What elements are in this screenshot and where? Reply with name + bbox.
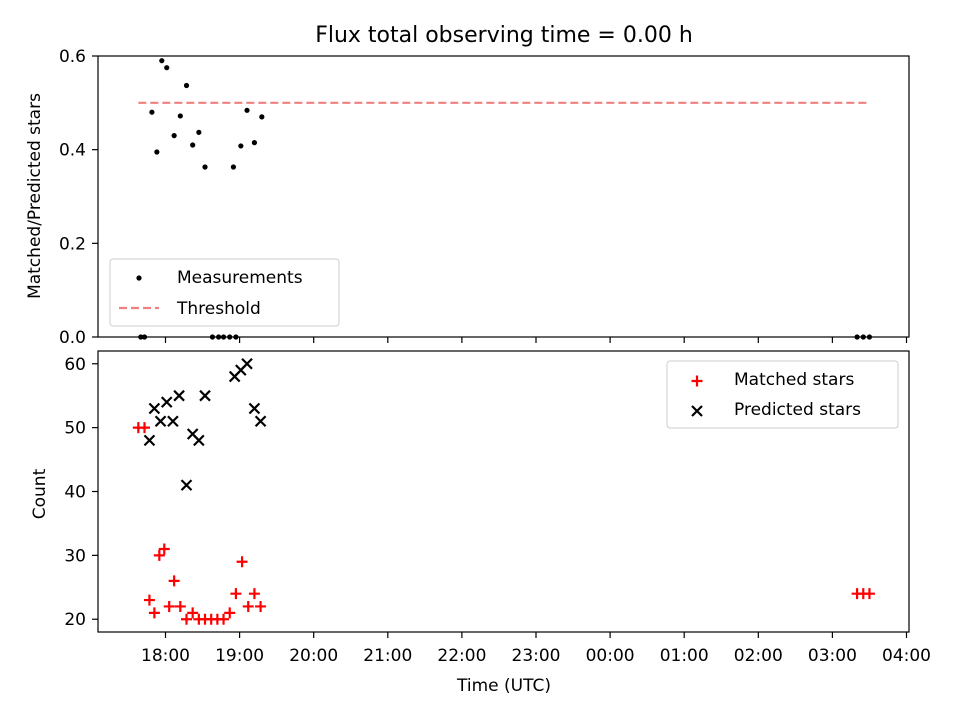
matched-star-point [242,600,254,612]
matched-star-point [143,594,155,606]
legend-label-matched: Matched stars [734,370,854,390]
matched-star-point [236,556,248,568]
y-tick-label: 0.0 [59,328,86,348]
x-tick-label: 04:00 [882,646,931,666]
measurement-point [259,114,265,120]
matched-star-point [224,607,236,619]
y-tick-label: 50 [64,419,86,439]
matched-star-point [153,549,165,561]
measurement-point [244,107,250,113]
matched-star-point [148,607,160,619]
y-tick-label: 40 [64,483,86,503]
x-tick-label: 22:00 [437,646,486,666]
measurement-point [154,149,160,155]
matched-star-point [168,575,180,587]
measurement-point [164,65,170,71]
predicted-star-point [143,434,156,447]
predicted-star-point [193,434,205,447]
matched-star-point [863,588,875,600]
legend-box [666,360,899,429]
measurement-point [149,109,155,115]
matched-star-point [174,600,186,612]
legend-marker-predicted [691,405,703,417]
measurement-point [230,164,237,170]
measurement-point [171,133,177,139]
top-panel-axes: 0.0 0.2 0.4 0.6 [59,47,908,348]
legend-label-threshold: Threshold [176,299,261,319]
y-tick-label: 0.2 [59,234,86,254]
predicted-star-point [160,396,173,408]
top-y-axis-label: Matched/Predicted stars [25,93,45,299]
x-tick-label: 00:00 [586,646,635,666]
top-plot-frame [97,55,910,338]
x-tick-label: 20:00 [289,646,338,666]
y-tick-label: 0.4 [59,141,86,161]
predicted-star-point [154,415,167,428]
matched-star-point [139,422,151,434]
y-tick-label: 20 [64,610,86,630]
measurement-point [196,129,202,135]
x-axis-label: Time (UTC) [456,676,551,696]
x-tick-label: 23:00 [512,646,561,666]
measurement-point [251,140,258,146]
bottom-legend: Matched stars Predicted stars [666,360,899,429]
matched-star-point [255,600,267,612]
predicted-star-point [148,402,161,415]
legend-label-predicted: Predicted stars [734,400,861,420]
matched-star-point [218,613,230,625]
x-tick-label: 03:00 [808,646,857,666]
x-tick-label: 21:00 [363,646,412,666]
bottom-panel-data [132,357,875,625]
bottom-panel: 18:00 19:00 20:00 21:00 22:00 23:00 00:00 01:00… [30,350,931,696]
x-tick-label: 18:00 [141,646,190,666]
legend-label-measurements: Measurements [177,268,303,288]
y-tick-label: 60 [64,355,86,375]
matched-star-point [187,607,199,619]
x-tick-label: 19:00 [215,646,264,666]
predicted-star-point [180,479,193,491]
matched-star-point [180,613,192,625]
predicted-star-point [167,415,179,428]
measurement-point [177,113,183,119]
y-tick-label: 30 [64,546,86,566]
predicted-star-point [248,402,261,415]
predicted-star-point [199,389,211,402]
top-panel: 0.0 0.2 0.4 0.6 Matched/Predicted stars Mea… [25,47,910,348]
matched-star-point [230,588,242,600]
bottom-panel-axes: 18:00 19:00 20:00 21:00 22:00 23:00 00:00 01:00… [64,355,931,666]
predicted-star-point [241,357,253,370]
x-tick-label: 01:00 [660,646,709,666]
legend-marker-matched [691,375,703,387]
legend-box [109,258,340,327]
measurement-point [190,142,196,148]
matched-star-point [248,588,260,600]
predicted-star-point [173,389,185,402]
chart-title: Flux total observing time = 0.00 h [315,23,693,48]
predicted-star-point [254,415,267,428]
measurement-point [202,164,208,170]
matched-star-point [163,600,175,612]
top-legend: Measurements Threshold [109,258,340,327]
matched-star-point [158,543,170,555]
x-tick-label: 02:00 [734,646,783,666]
measurement-point [183,82,190,89]
measurement-point [159,58,165,64]
y-tick-label: 0.6 [59,47,86,67]
legend-marker-measurements [136,275,142,281]
top-panel-data [138,58,873,340]
bottom-y-axis-label: Count [30,468,50,519]
measurement-point [238,143,244,149]
